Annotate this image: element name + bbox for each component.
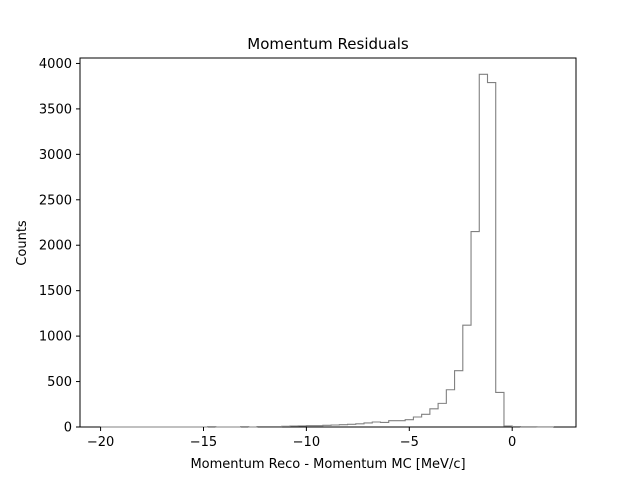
- y-tick-label: 2500: [39, 193, 72, 208]
- plot-area-frame: [79, 57, 577, 428]
- y-tick-label: 500: [47, 375, 72, 390]
- y-tick-label: 2000: [39, 239, 72, 254]
- y-axis-ticks: 0 500 1000 1500 2000 2500 3000 3500 4000: [39, 57, 80, 436]
- histogram-bars: [100, 73, 554, 428]
- x-tick-label: −20: [87, 435, 114, 450]
- x-tick-label: 0: [508, 435, 516, 450]
- y-tick-label: 3000: [39, 148, 72, 163]
- x-tick-label: −10: [293, 435, 320, 450]
- x-axis-ticks: −20 −15 −10 −5 0: [87, 427, 516, 450]
- chart-title: Momentum Residuals: [247, 35, 409, 53]
- y-tick-label: 1000: [39, 330, 72, 345]
- y-tick-label: 1500: [39, 284, 72, 299]
- x-tick-label: −15: [190, 435, 217, 450]
- y-tick-label: 4000: [39, 57, 72, 72]
- x-axis-label: Momentum Reco - Momentum MC [MeV/c]: [190, 457, 465, 472]
- x-tick-label: −5: [400, 435, 419, 450]
- histogram-step-line: [100, 73, 554, 428]
- y-axis-label: Counts: [15, 220, 30, 266]
- y-tick-label: 0: [64, 421, 72, 436]
- y-tick-label: 3500: [39, 102, 72, 117]
